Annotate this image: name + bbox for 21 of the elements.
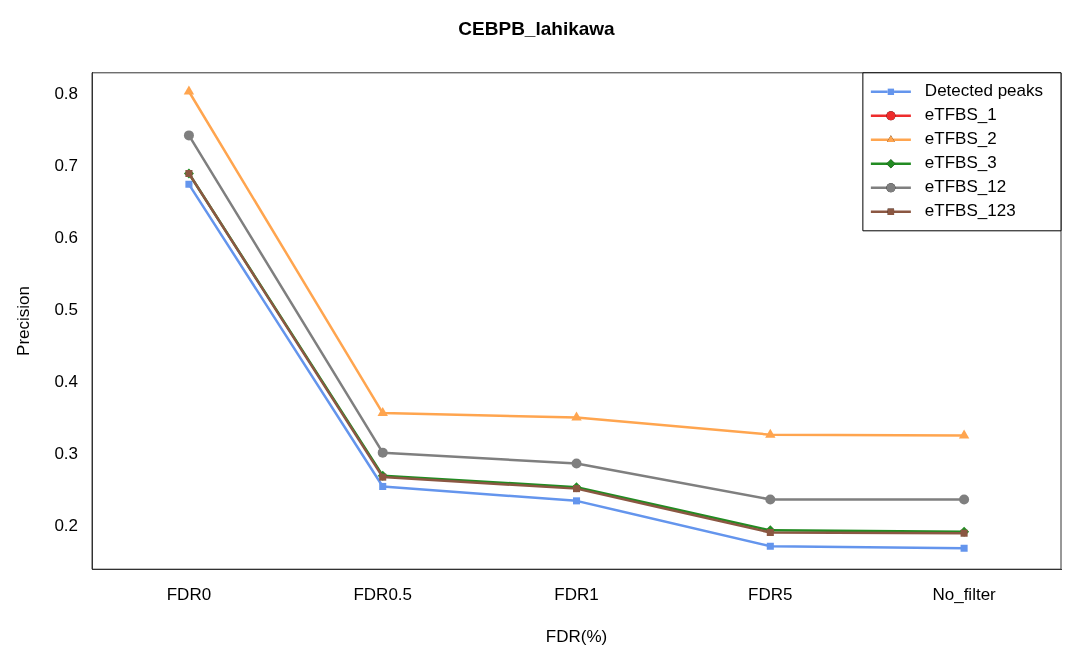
x-tick-label: FDR0 — [166, 585, 212, 605]
legend-label: eTFBS_1 — [924, 105, 997, 125]
legend-label: eTFBS_123 — [924, 201, 1016, 221]
y-tick-label: 0.2 — [54, 515, 79, 535]
x-tick-label: FDR1 — [554, 585, 599, 605]
chart-title: CEBPB_lahikawa — [458, 17, 616, 39]
y-tick-label: 0.7 — [54, 156, 79, 176]
legend-label: Detected peaks — [924, 81, 1044, 101]
legend-label: eTFBS_2 — [924, 129, 997, 149]
y-axis-title: Precision — [13, 286, 33, 356]
legend-label: eTFBS_3 — [924, 153, 997, 173]
y-tick-label: 0.5 — [54, 299, 79, 319]
legend-label: eTFBS_12 — [924, 177, 1007, 197]
x-axis-title: FDR(%) — [545, 627, 608, 647]
y-tick-label: 0.8 — [54, 84, 79, 104]
x-tick-label: FDR0.5 — [353, 585, 413, 605]
x-tick-label: No_filter — [932, 585, 997, 605]
y-tick-label: 0.3 — [54, 443, 79, 463]
y-tick-label: 0.6 — [54, 227, 79, 247]
y-tick-label: 0.4 — [54, 371, 79, 391]
x-tick-label: FDR5 — [748, 585, 793, 605]
